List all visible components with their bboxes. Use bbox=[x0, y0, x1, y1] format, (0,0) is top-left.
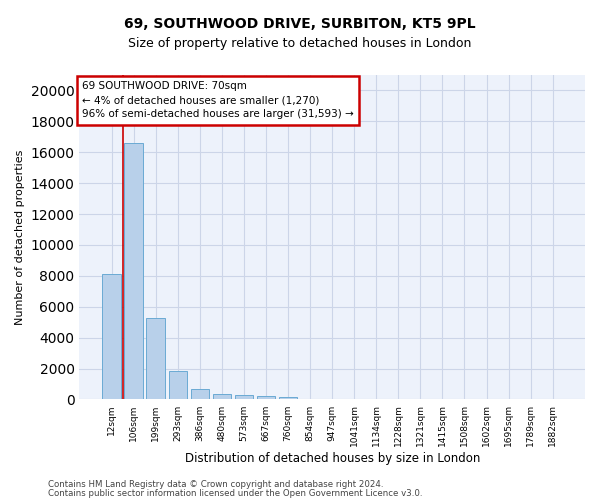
X-axis label: Distribution of detached houses by size in London: Distribution of detached houses by size … bbox=[185, 452, 480, 465]
Text: 69, SOUTHWOOD DRIVE, SURBITON, KT5 9PL: 69, SOUTHWOOD DRIVE, SURBITON, KT5 9PL bbox=[124, 18, 476, 32]
Text: Contains HM Land Registry data © Crown copyright and database right 2024.: Contains HM Land Registry data © Crown c… bbox=[48, 480, 383, 489]
Text: 69 SOUTHWOOD DRIVE: 70sqm
← 4% of detached houses are smaller (1,270)
96% of sem: 69 SOUTHWOOD DRIVE: 70sqm ← 4% of detach… bbox=[82, 82, 353, 120]
Bar bbox=[279, 396, 298, 400]
Y-axis label: Number of detached properties: Number of detached properties bbox=[15, 150, 25, 325]
Bar bbox=[124, 143, 143, 400]
Bar bbox=[257, 396, 275, 400]
Bar bbox=[103, 274, 121, 400]
Text: Size of property relative to detached houses in London: Size of property relative to detached ho… bbox=[128, 38, 472, 51]
Text: Contains public sector information licensed under the Open Government Licence v3: Contains public sector information licen… bbox=[48, 488, 422, 498]
Bar bbox=[146, 318, 165, 400]
Bar bbox=[169, 371, 187, 400]
Bar bbox=[191, 388, 209, 400]
Bar bbox=[212, 394, 232, 400]
Bar bbox=[235, 395, 253, 400]
